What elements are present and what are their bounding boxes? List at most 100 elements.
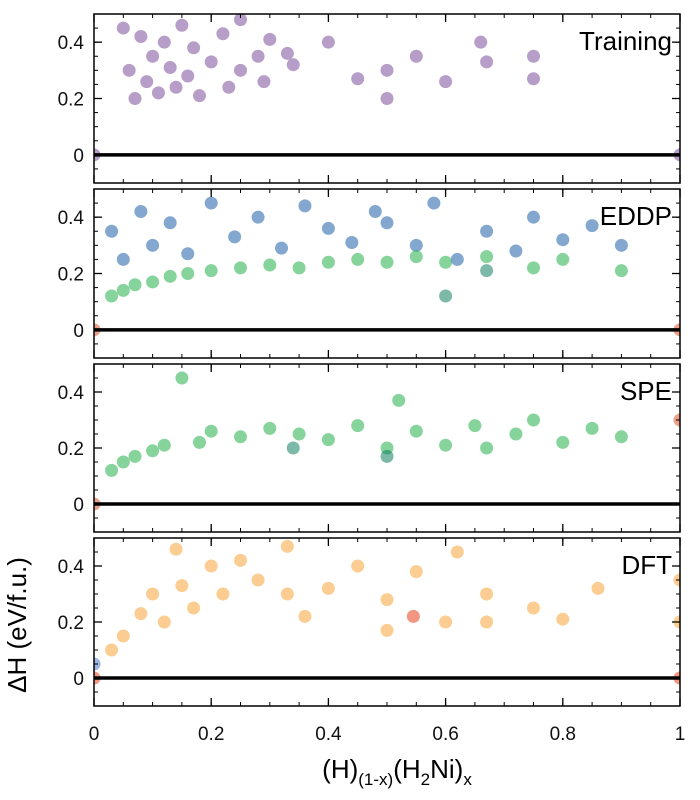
x-label-part: (H <box>393 754 420 784</box>
data-point <box>151 86 165 100</box>
panel-label: DFT <box>621 550 672 580</box>
data-point <box>292 427 306 441</box>
data-point <box>298 609 312 623</box>
data-point <box>480 441 494 455</box>
data-point <box>450 252 464 266</box>
data-point <box>216 587 230 601</box>
data-point <box>204 196 218 210</box>
data-point <box>146 49 160 63</box>
data-point <box>134 607 148 621</box>
data-point <box>175 18 189 32</box>
data-point <box>157 615 171 629</box>
data-point <box>380 92 394 105</box>
data-point <box>263 421 277 435</box>
data-point <box>591 581 605 595</box>
panel-points <box>94 539 680 685</box>
data-point <box>409 238 423 252</box>
data-point <box>321 255 335 269</box>
data-point <box>409 49 423 63</box>
data-point <box>234 63 247 77</box>
data-point <box>527 49 540 63</box>
data-point <box>351 559 365 573</box>
y-tick-label: 0 <box>73 321 84 342</box>
y-tick-label: 0.2 <box>58 265 84 286</box>
data-point <box>380 623 394 637</box>
data-point <box>527 601 540 615</box>
y-tick-label: 0 <box>73 146 84 167</box>
panel-points <box>94 14 680 162</box>
data-point <box>204 424 218 438</box>
data-point <box>275 241 289 255</box>
data-point <box>105 289 119 303</box>
data-point <box>280 539 294 553</box>
data-point <box>116 455 130 469</box>
data-point <box>480 615 494 629</box>
panel-frame <box>93 537 681 707</box>
x-axis-label: (H)(1-x)(H2Ni)x <box>322 754 472 789</box>
data-point <box>556 233 570 247</box>
data-point <box>439 255 453 269</box>
data-point <box>368 205 382 219</box>
data-point <box>439 438 453 452</box>
data-point <box>409 424 423 438</box>
data-point <box>105 463 119 477</box>
data-point <box>380 216 394 230</box>
x-tick-label: 0.2 <box>198 724 224 745</box>
x-label-subscript: (1-x) <box>358 770 393 789</box>
data-point <box>380 593 394 607</box>
data-point <box>251 49 265 63</box>
panel-label: Training <box>579 26 672 56</box>
data-point <box>204 55 218 69</box>
data-point <box>527 210 540 224</box>
panels-group: 0 0.2 0.4 Training 0 0.2 0.4 EDDP 0 0.2 0.4 SPE 0 0.2… <box>58 13 681 707</box>
panel-label: SPE <box>620 376 672 406</box>
data-point <box>187 41 201 55</box>
data-point <box>298 199 312 213</box>
x-tick-label: 0.4 <box>315 724 342 745</box>
data-point <box>321 221 335 235</box>
data-point <box>251 573 265 587</box>
data-point <box>228 230 242 244</box>
x-label-part: (H) <box>322 754 358 784</box>
data-point <box>409 250 423 264</box>
data-point <box>157 35 171 49</box>
data-point <box>439 289 453 303</box>
data-point <box>257 75 271 89</box>
x-label-subscript: 2 <box>421 770 430 789</box>
y-tick-label: 0.4 <box>58 208 85 229</box>
x-tick-label: 0.6 <box>432 724 458 745</box>
data-point <box>116 21 130 35</box>
data-point <box>251 210 265 224</box>
data-point <box>146 444 160 458</box>
y-tick-label: 0.4 <box>58 33 85 54</box>
data-point <box>116 252 130 266</box>
data-point <box>234 553 247 567</box>
x-label-subscript: x <box>463 770 472 789</box>
data-point <box>216 27 230 41</box>
data-point <box>134 205 148 219</box>
data-point <box>556 435 570 449</box>
data-point <box>146 587 160 601</box>
x-axis-tick-labels: 0 0.2 0.4 0.6 0.8 1 <box>89 724 686 745</box>
y-tick-label: 0.2 <box>58 613 84 634</box>
data-point <box>480 55 494 69</box>
data-point <box>163 216 177 230</box>
panel-points <box>94 371 680 511</box>
panel-label: EDDP <box>600 201 672 231</box>
data-point <box>157 438 171 452</box>
data-point <box>321 581 335 595</box>
data-point <box>614 430 628 444</box>
y-axis-label: ΔH (eV/f.u.) <box>2 557 32 693</box>
data-point <box>527 261 540 275</box>
data-point <box>614 238 628 252</box>
data-point <box>192 435 206 449</box>
data-point <box>116 283 130 297</box>
data-point <box>474 35 488 49</box>
y-tick-label: 0.4 <box>58 383 85 404</box>
x-tick-label: 0 <box>89 724 100 745</box>
data-point <box>585 219 599 233</box>
data-point <box>292 261 306 275</box>
data-point <box>234 430 247 444</box>
data-point <box>181 69 195 83</box>
